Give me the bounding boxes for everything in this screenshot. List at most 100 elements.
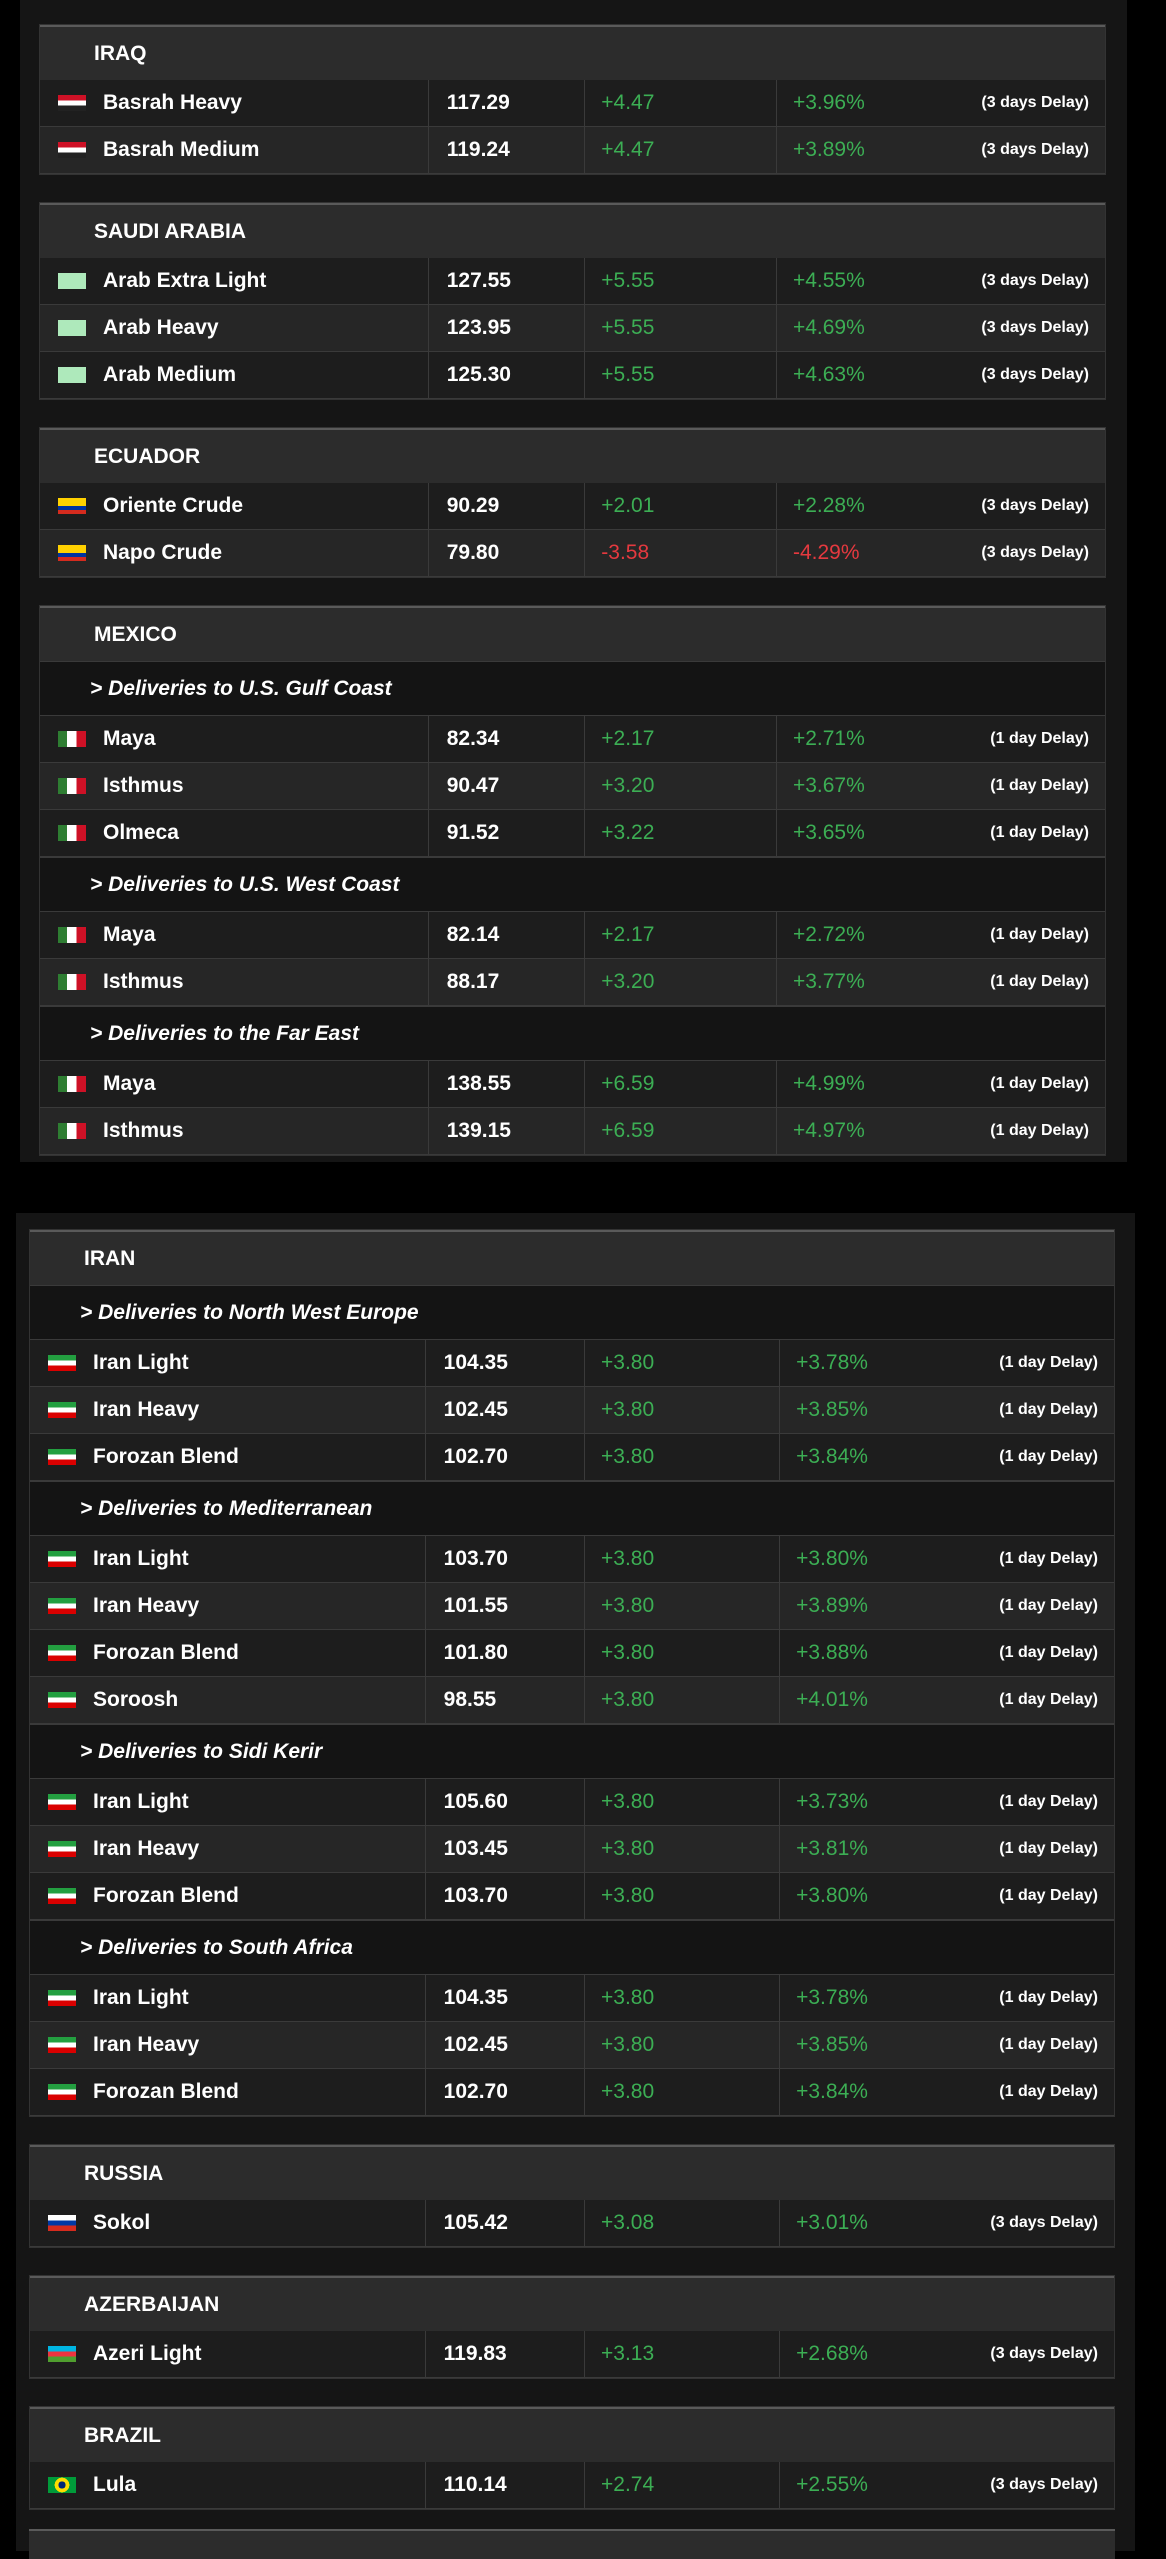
price-cell: 88.17 (429, 959, 586, 1005)
rows: Iran Light 105.60 +3.80 +3.73% (1 day Delay)… (30, 1779, 1114, 1920)
delay-note: (3 days Delay) (990, 2476, 1098, 2493)
percent-cell: +3.84% (1 day Delay) (780, 2069, 1114, 2115)
name-cell: Napo Crude (40, 530, 429, 576)
price-cell: 119.83 (426, 2331, 585, 2377)
change-cell: +3.80 (585, 1779, 781, 1825)
price-row: Basrah Heavy 117.29 +4.47 +3.96% (3 days Del… (40, 80, 1105, 127)
percent-cell: +3.01% (3 days Delay) (780, 2200, 1114, 2246)
flag-icon (58, 825, 86, 841)
crude-name: Lula (93, 2473, 137, 2496)
change-cell: +3.80 (585, 1583, 781, 1629)
delay-note: (1 day Delay) (990, 1122, 1089, 1139)
percent-cell: +4.99% (1 day Delay) (777, 1061, 1105, 1107)
percent-change: +3.67% (792, 774, 865, 797)
country-header: IRAQ (40, 25, 1105, 80)
percent-change: +3.80% (796, 1884, 868, 1907)
price-row: Arab Medium 125.30 +5.55 +4.63% (3 days Dela… (40, 352, 1105, 399)
name-cell: Arab Extra Light (40, 258, 429, 304)
flag-icon (48, 1841, 76, 1857)
next-group-header (29, 2529, 1115, 2559)
price-cell: 79.80 (429, 530, 586, 576)
price-cell: 82.14 (429, 912, 586, 958)
flag-icon (48, 1645, 76, 1661)
price: 79.80 (446, 541, 500, 564)
country-group: MEXICO > Deliveries to U.S. Gulf Coast May… (39, 605, 1106, 1156)
name-cell: Iran Light (30, 1536, 426, 1582)
price-cell: 102.45 (426, 2022, 585, 2068)
delay-note: (1 day Delay) (999, 2036, 1098, 2053)
delay-note: (1 day Delay) (999, 1448, 1098, 1465)
name-cell: Forozan Blend (30, 2069, 426, 2115)
name-cell: Basrah Heavy (40, 80, 429, 126)
change-cell: -3.58 (585, 530, 777, 576)
crude-name: Isthmus (103, 774, 184, 797)
change: +3.22 (601, 821, 655, 844)
price: 82.34 (446, 727, 500, 750)
delay-note: (1 day Delay) (999, 1887, 1098, 1904)
percent-change: +4.01% (796, 1688, 868, 1711)
change: +3.80 (601, 1688, 655, 1711)
rows: Maya 82.34 +2.17 +2.71% (1 day Delay) Isthmus… (40, 716, 1105, 857)
change-cell: +3.80 (585, 1677, 781, 1723)
flag-icon (48, 1794, 76, 1810)
crude-name: Arab Heavy (103, 316, 219, 339)
price: 103.70 (443, 1547, 508, 1570)
name-cell: Iran Light (30, 1779, 426, 1825)
change: +3.80 (601, 1790, 655, 1813)
percent-cell: +3.65% (1 day Delay) (777, 810, 1105, 856)
price: 123.95 (446, 316, 511, 339)
flag-icon (48, 1888, 76, 1904)
change-cell: +3.20 (585, 763, 777, 809)
percent-cell: +3.88% (1 day Delay) (780, 1630, 1114, 1676)
rows: Oriente Crude 90.29 +2.01 +2.28% (3 days Del… (40, 483, 1105, 577)
price-row: Iran Light 104.35 +3.80 +3.78% (1 day Delay) (30, 1975, 1114, 2022)
crude-name: Basrah Heavy (103, 91, 242, 114)
delay-note: (1 day Delay) (999, 1691, 1098, 1708)
delay-note: (1 day Delay) (999, 1644, 1098, 1661)
percent-change: +4.55% (792, 269, 865, 292)
price-row: Iran Light 104.35 +3.80 +3.78% (1 day Delay) (30, 1340, 1114, 1387)
percent-cell: +2.71% (1 day Delay) (777, 716, 1105, 762)
name-cell: Iran Heavy (30, 1826, 426, 1872)
name-cell: Iran Heavy (30, 2022, 426, 2068)
delay-note: (1 day Delay) (999, 1989, 1098, 2006)
crude-name: Iran Light (93, 1547, 189, 1570)
percent-change: +3.85% (796, 2033, 868, 2056)
delay-note: (1 day Delay) (990, 777, 1089, 794)
section-heading: > Deliveries to Sidi Kerir (30, 1724, 1114, 1779)
price: 88.17 (446, 970, 500, 993)
change-cell: +3.80 (585, 1826, 781, 1872)
name-cell: Isthmus (40, 959, 429, 1005)
name-cell: Forozan Blend (30, 1434, 426, 1480)
price-cell: 101.80 (426, 1630, 585, 1676)
price-cell: 98.55 (426, 1677, 585, 1723)
price-cell: 103.70 (426, 1873, 585, 1919)
percent-cell: +4.01% (1 day Delay) (780, 1677, 1114, 1723)
change: +3.80 (601, 1986, 655, 2009)
price-row: Oriente Crude 90.29 +2.01 +2.28% (3 days Del… (40, 483, 1105, 530)
section-heading: > Deliveries to South Africa (30, 1920, 1114, 1975)
percent-change: +3.01% (796, 2211, 868, 2234)
percent-cell: +4.69% (3 days Delay) (777, 305, 1105, 351)
price-cell: 103.45 (426, 1826, 585, 1872)
country-header: MEXICO (40, 606, 1105, 661)
price-row: Iran Heavy 102.45 +3.80 +3.85% (1 day Delay) (30, 2022, 1114, 2069)
rows: Arab Extra Light 127.55 +5.55 +4.55% (3 days… (40, 258, 1105, 399)
crude-name: Forozan Blend (93, 1884, 239, 1907)
price: 104.35 (443, 1351, 508, 1374)
flag-icon (58, 545, 86, 561)
price-cell: 138.55 (429, 1061, 586, 1107)
price: 102.45 (443, 1398, 508, 1421)
country-group: AZERBAIJAN Azeri Light 119.83 +3.13 +2.68% (3… (29, 2275, 1115, 2379)
change-cell: +3.22 (585, 810, 777, 856)
percent-change: +4.63% (792, 363, 865, 386)
price: 90.47 (446, 774, 500, 797)
crude-name: Iran Light (93, 1986, 189, 2009)
section-heading: > Deliveries to North West Europe (30, 1285, 1114, 1340)
flag-icon (58, 95, 86, 111)
country-header: IRAN (30, 1230, 1114, 1285)
crude-name: Iran Heavy (93, 1837, 200, 1860)
rows: Maya 82.14 +2.17 +2.72% (1 day Delay) Isthmus… (40, 912, 1105, 1006)
flag-icon (58, 927, 86, 943)
price: 125.30 (446, 363, 511, 386)
